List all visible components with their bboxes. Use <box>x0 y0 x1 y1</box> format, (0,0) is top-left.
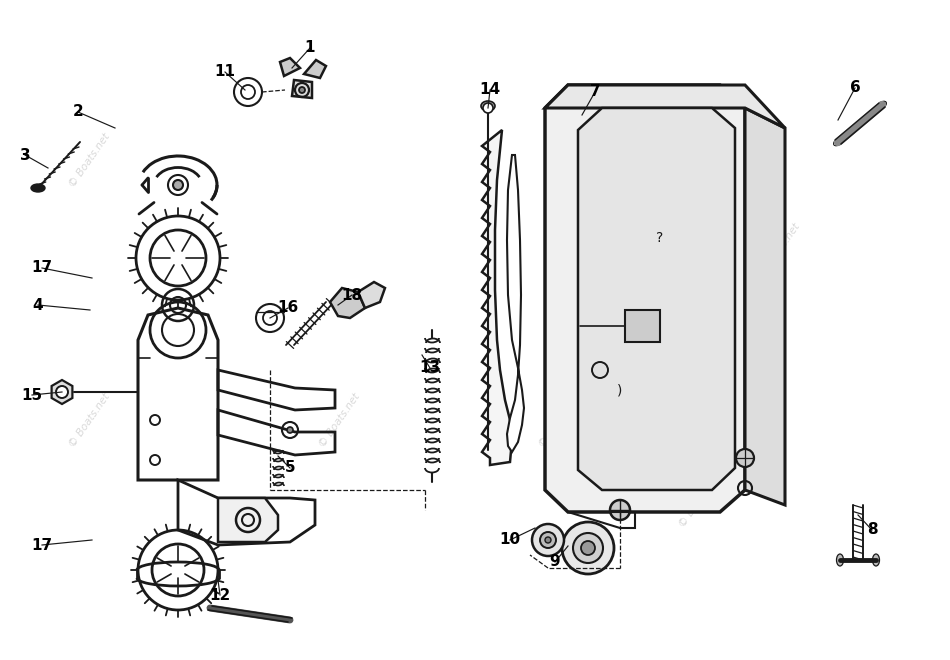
Text: © Boats.net: © Boats.net <box>67 391 112 449</box>
Text: ?: ? <box>656 231 664 245</box>
Text: 18: 18 <box>341 288 363 302</box>
Circle shape <box>287 427 293 433</box>
Circle shape <box>545 537 551 543</box>
Circle shape <box>736 449 754 467</box>
Text: 3: 3 <box>20 147 30 162</box>
Text: 14: 14 <box>480 82 501 98</box>
Ellipse shape <box>481 101 495 111</box>
Circle shape <box>610 500 630 520</box>
Polygon shape <box>482 130 512 465</box>
Text: © Boats.net: © Boats.net <box>67 131 112 189</box>
Text: 6: 6 <box>849 81 861 96</box>
Polygon shape <box>745 108 785 505</box>
Text: 11: 11 <box>215 65 236 79</box>
Ellipse shape <box>872 554 880 566</box>
Ellipse shape <box>837 554 844 566</box>
Polygon shape <box>545 85 785 128</box>
Polygon shape <box>304 60 326 78</box>
Polygon shape <box>578 108 735 490</box>
Text: © Boats.net: © Boats.net <box>538 391 582 449</box>
Circle shape <box>562 522 614 574</box>
Text: 4: 4 <box>32 298 44 312</box>
Text: 9: 9 <box>550 554 560 570</box>
Ellipse shape <box>878 101 886 109</box>
Circle shape <box>299 87 305 93</box>
Polygon shape <box>51 380 72 404</box>
Text: 10: 10 <box>500 533 521 548</box>
Circle shape <box>483 103 493 113</box>
Text: 17: 17 <box>31 261 52 275</box>
Circle shape <box>532 524 564 556</box>
Polygon shape <box>507 155 524 452</box>
Polygon shape <box>545 85 745 512</box>
Ellipse shape <box>31 184 45 192</box>
Text: 5: 5 <box>285 461 295 475</box>
Polygon shape <box>218 498 278 542</box>
Text: 1: 1 <box>305 40 315 55</box>
Circle shape <box>173 180 183 190</box>
Polygon shape <box>330 288 365 318</box>
Text: 15: 15 <box>22 387 43 403</box>
Polygon shape <box>358 282 385 308</box>
Text: 13: 13 <box>420 360 441 376</box>
Polygon shape <box>280 58 300 76</box>
Circle shape <box>56 386 68 398</box>
Text: © Boats.net: © Boats.net <box>758 221 802 279</box>
Text: 8: 8 <box>866 523 877 537</box>
Circle shape <box>540 532 556 548</box>
Text: 16: 16 <box>277 300 298 315</box>
Circle shape <box>592 362 608 378</box>
Text: © Boats.net: © Boats.net <box>317 391 362 449</box>
Circle shape <box>573 533 603 563</box>
Text: © Boats.net: © Boats.net <box>677 471 722 529</box>
Text: 7: 7 <box>590 84 600 100</box>
Polygon shape <box>625 310 660 342</box>
Text: 17: 17 <box>31 537 52 552</box>
Text: ): ) <box>618 383 622 397</box>
Text: 2: 2 <box>72 104 84 119</box>
Text: 12: 12 <box>209 587 231 603</box>
Circle shape <box>581 541 595 555</box>
Polygon shape <box>292 80 312 98</box>
